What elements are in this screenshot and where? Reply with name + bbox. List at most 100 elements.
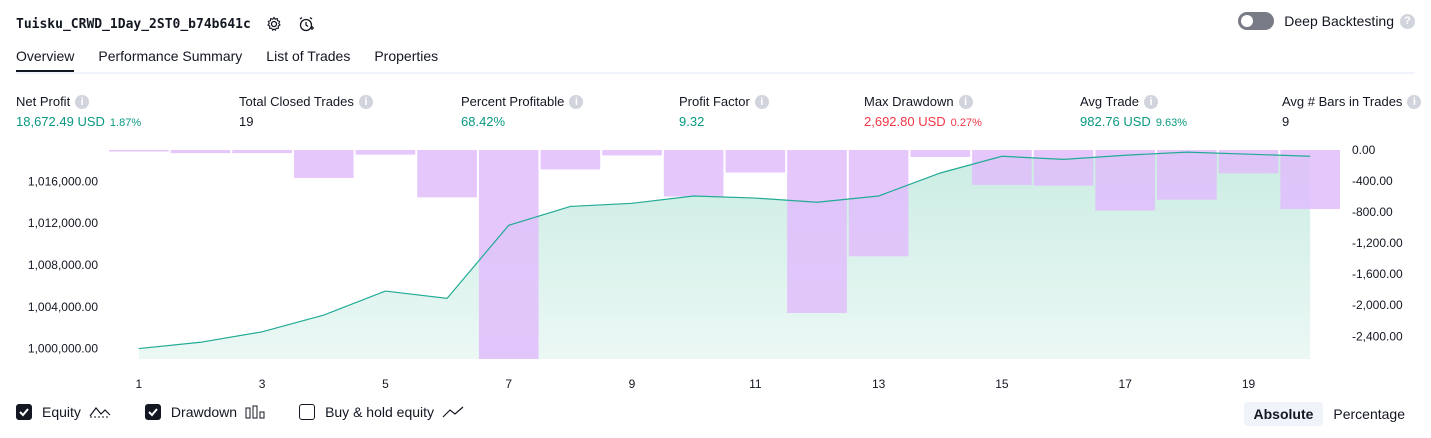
x-tick-label: 5 xyxy=(382,377,389,391)
drawdown-bar xyxy=(1280,150,1340,209)
y-left-tick-label: 1,016,000.00 xyxy=(28,174,98,188)
drawdown-bar xyxy=(910,150,971,157)
tab-divider xyxy=(16,72,1415,74)
x-tick-label: 7 xyxy=(505,377,512,391)
buy-hold-checkbox[interactable] xyxy=(299,404,316,420)
y-right-tick-label: -800.00 xyxy=(1352,205,1393,219)
x-tick-label: 1 xyxy=(135,377,142,391)
x-tick-label: 9 xyxy=(629,377,636,391)
metric-max-drawdown: Max Drawdown i 2,692.80 USD 0.27% xyxy=(864,94,982,129)
drawdown-bar xyxy=(540,150,601,170)
chart-legend: Equity Drawdown Buy & hold equity xyxy=(16,404,498,420)
y-right-tick-label: -1,600.00 xyxy=(1352,267,1403,281)
metric-value: 68.42% xyxy=(461,114,506,129)
metric-label: Percent Profitable xyxy=(461,94,565,109)
y-left-tick-label: 1,000,000.00 xyxy=(28,342,98,356)
legend-equity[interactable]: Equity xyxy=(16,404,111,420)
mode-percentage[interactable]: Percentage xyxy=(1333,406,1405,422)
metric-value: 19 xyxy=(239,114,254,129)
drawdown-bar xyxy=(787,150,847,313)
info-icon[interactable]: i xyxy=(358,94,373,109)
equity-checkbox[interactable] xyxy=(16,404,32,420)
gear-icon[interactable] xyxy=(265,15,283,33)
drawdown-bar xyxy=(355,150,416,155)
y-left-tick-label: 1,004,000.00 xyxy=(28,300,98,314)
help-icon[interactable]: ? xyxy=(1400,13,1415,29)
tab-performance-summary[interactable]: Performance Summary xyxy=(98,48,243,64)
metric-label: Total Closed Trades xyxy=(239,94,354,109)
equity-area xyxy=(138,152,1311,359)
bar-chart-icon xyxy=(245,405,265,419)
drawdown-checkbox[interactable] xyxy=(144,404,161,420)
legend-buy-hold[interactable]: Buy & hold equity xyxy=(299,404,464,420)
equity-line xyxy=(138,151,1311,350)
y-right-tick-label: -2,000.00 xyxy=(1352,298,1403,312)
drawdown-bar xyxy=(1033,150,1094,186)
drawdown-bar xyxy=(170,150,231,154)
strategy-header: Tuisku_CRWD_1Day_2ST0_b74b641c xyxy=(16,12,315,36)
metric-label: Avg Trade xyxy=(1080,94,1140,109)
metric-avg-bars: Avg # Bars in Trades i 9 xyxy=(1282,94,1422,129)
x-tick-label: 17 xyxy=(1119,377,1133,391)
scale-mode-switch: Absolute Percentage xyxy=(1243,402,1416,426)
drawdown-bar xyxy=(1095,150,1156,211)
legend-label: Drawdown xyxy=(170,404,238,420)
strategy-title: Tuisku_CRWD_1Day_2ST0_b74b641c xyxy=(16,16,251,32)
tab-bar: Overview Performance Summary List of Tra… xyxy=(16,48,462,73)
drawdown-bar xyxy=(972,150,1032,185)
info-icon[interactable]: i xyxy=(1144,94,1159,109)
info-icon[interactable]: i xyxy=(569,94,584,109)
metric-value: 9.32 xyxy=(679,114,705,129)
metric-value: 982.76 USD xyxy=(1080,114,1151,129)
drawdown-bar xyxy=(725,150,786,173)
legend-label: Equity xyxy=(42,404,81,420)
trend-line-icon xyxy=(442,405,464,419)
y-right-tick-label: 0.00 xyxy=(1352,143,1376,157)
x-tick-label: 11 xyxy=(749,377,762,391)
legend-drawdown[interactable]: Drawdown xyxy=(144,404,265,420)
info-icon[interactable]: i xyxy=(958,94,973,109)
metric-percent: 9.63% xyxy=(1155,117,1188,129)
drawdown-bar xyxy=(232,150,292,154)
drawdown-bar xyxy=(417,150,477,198)
metric-label: Avg # Bars in Trades xyxy=(1282,94,1403,109)
mode-absolute[interactable]: Absolute xyxy=(1243,402,1324,426)
y-right-tick-label: -2,400.00 xyxy=(1352,329,1403,343)
metric-value: 9 xyxy=(1282,114,1290,129)
drawdown-bar xyxy=(1218,150,1279,174)
deep-backtesting: Deep Backtesting ? xyxy=(1238,12,1415,30)
metric-value: 2,692.80 USD xyxy=(864,114,946,129)
tab-list-of-trades[interactable]: List of Trades xyxy=(266,48,351,64)
metric-label: Net Profit xyxy=(16,94,71,109)
line-chart-icon xyxy=(89,405,111,419)
x-tick-label: 15 xyxy=(995,377,1009,391)
info-icon[interactable]: i xyxy=(75,94,90,109)
info-icon[interactable]: i xyxy=(754,94,769,109)
drawdown-bar xyxy=(848,150,909,257)
y-right-tick-label: -400.00 xyxy=(1352,174,1393,188)
y-right-tick-label: -1,200.00 xyxy=(1352,236,1403,250)
y-left-tick-label: 1,008,000.00 xyxy=(28,258,98,272)
metric-percent-profitable: Percent Profitable i 68.42% xyxy=(461,94,584,129)
metric-label: Max Drawdown xyxy=(864,94,954,109)
metric-profit-factor: Profit Factor i 9.32 xyxy=(679,94,769,129)
tab-overview[interactable]: Overview xyxy=(16,48,75,73)
metric-net-profit: Net Profit i 18,672.49 USD 1.87% xyxy=(16,94,141,129)
metric-percent: 0.27% xyxy=(950,117,982,129)
deep-backtesting-label: Deep Backtesting xyxy=(1284,13,1394,29)
drawdown-bar xyxy=(602,150,662,156)
info-icon[interactable]: i xyxy=(1407,94,1422,109)
tab-properties[interactable]: Properties xyxy=(374,48,439,64)
alarm-clock-icon[interactable] xyxy=(297,15,315,33)
drawdown-bar xyxy=(478,150,539,359)
deep-backtesting-toggle[interactable] xyxy=(1238,12,1275,30)
y-left-tick-label: 1,012,000.00 xyxy=(28,216,98,230)
legend-label: Buy & hold equity xyxy=(325,404,435,420)
drawdown-bar xyxy=(1157,150,1217,200)
metric-value: 18,672.49 USD xyxy=(16,114,105,129)
metric-percent: 1.87% xyxy=(109,117,142,129)
drawdown-bar xyxy=(293,150,354,178)
drawdown-bar xyxy=(663,150,724,197)
metric-avg-trade: Avg Trade i 982.76 USD 9.63% xyxy=(1080,94,1187,129)
